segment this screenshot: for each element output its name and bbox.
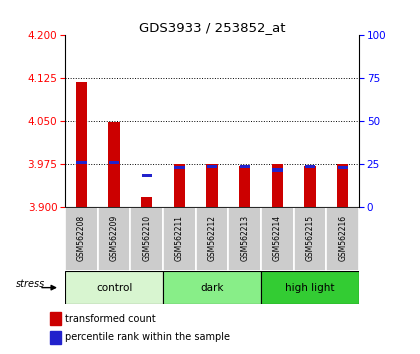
Title: GDS3933 / 253852_at: GDS3933 / 253852_at: [139, 21, 285, 34]
Bar: [174, 164, 185, 207]
Bar: [207, 165, 217, 168]
Bar: [337, 164, 349, 207]
Text: stress: stress: [16, 279, 45, 289]
Bar: [163, 271, 261, 304]
Bar: [196, 207, 228, 271]
Bar: [326, 207, 359, 271]
Text: dark: dark: [200, 282, 224, 293]
Bar: [261, 207, 294, 271]
Bar: [76, 82, 87, 207]
Text: GSM562213: GSM562213: [240, 215, 249, 261]
Bar: [65, 207, 98, 271]
Bar: [305, 165, 315, 168]
Bar: [272, 164, 283, 207]
Bar: [108, 122, 120, 207]
Text: GSM562211: GSM562211: [175, 215, 184, 261]
Text: GSM562212: GSM562212: [207, 215, 217, 261]
Text: control: control: [96, 282, 132, 293]
Bar: [272, 168, 283, 172]
Text: GSM562214: GSM562214: [273, 215, 282, 261]
Bar: [65, 271, 163, 304]
Bar: [50, 331, 61, 343]
Text: transformed count: transformed count: [66, 314, 156, 324]
Text: GSM562209: GSM562209: [110, 215, 118, 261]
Text: GSM562210: GSM562210: [142, 215, 151, 261]
Bar: [76, 161, 87, 164]
Text: percentile rank within the sample: percentile rank within the sample: [66, 332, 231, 342]
Bar: [109, 161, 119, 164]
Bar: [239, 166, 250, 207]
Bar: [206, 164, 218, 207]
Bar: [50, 313, 61, 325]
Bar: [163, 207, 196, 271]
Text: high light: high light: [285, 282, 335, 293]
Bar: [98, 207, 131, 271]
Bar: [131, 207, 163, 271]
Text: GSM562215: GSM562215: [306, 215, 315, 261]
Bar: [174, 166, 184, 169]
Text: GSM562208: GSM562208: [77, 215, 86, 261]
Text: GSM562216: GSM562216: [338, 215, 347, 261]
Bar: [228, 207, 261, 271]
Bar: [240, 165, 250, 168]
Bar: [141, 197, 152, 207]
Bar: [304, 166, 316, 207]
Bar: [294, 207, 326, 271]
Bar: [338, 166, 348, 169]
Bar: [261, 271, 359, 304]
Bar: [142, 174, 152, 177]
